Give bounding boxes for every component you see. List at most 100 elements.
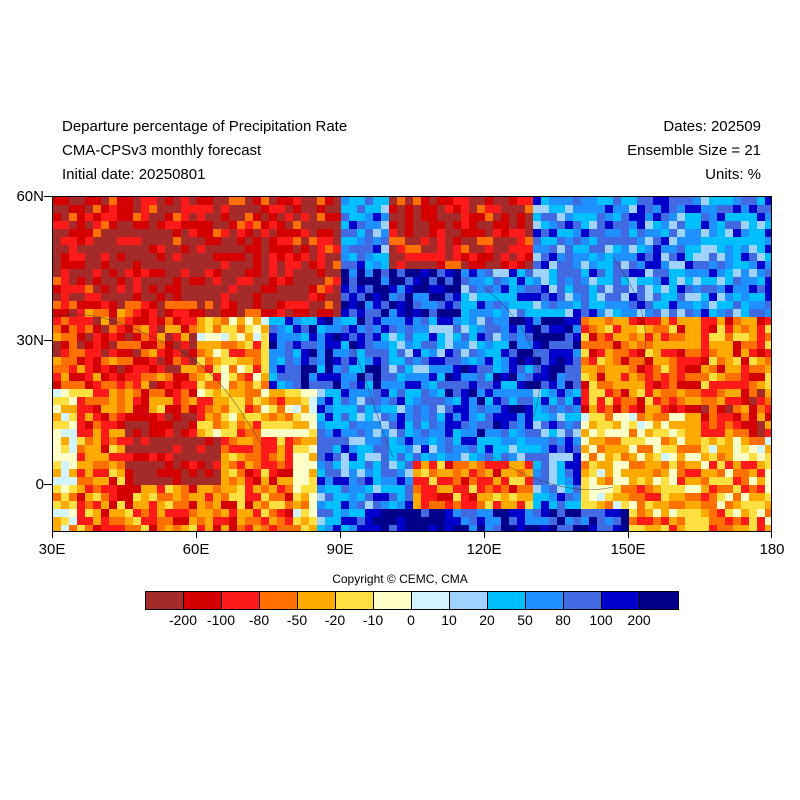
anomaly-cell xyxy=(685,501,694,510)
anomaly-cell xyxy=(493,293,502,302)
anomaly-cell xyxy=(749,365,758,374)
anomaly-cell xyxy=(501,429,510,438)
anomaly-cell xyxy=(405,325,414,334)
anomaly-cell xyxy=(173,501,182,510)
anomaly-cell xyxy=(197,485,206,494)
anomaly-cell xyxy=(677,437,686,446)
anomaly-cell xyxy=(205,461,214,470)
anomaly-cell xyxy=(557,293,566,302)
anomaly-cell xyxy=(165,477,174,486)
anomaly-cell xyxy=(165,253,174,262)
anomaly-cell xyxy=(349,197,358,206)
anomaly-cell xyxy=(149,213,158,222)
anomaly-cell xyxy=(405,429,414,438)
anomaly-cell xyxy=(589,421,598,430)
anomaly-cell xyxy=(325,285,334,294)
anomaly-cell xyxy=(85,389,94,398)
anomaly-cell xyxy=(317,461,326,470)
anomaly-cell xyxy=(461,445,470,454)
anomaly-cell xyxy=(701,453,710,462)
anomaly-cell xyxy=(549,389,558,398)
anomaly-cell xyxy=(189,493,198,502)
anomaly-cell xyxy=(109,493,118,502)
anomaly-cell xyxy=(621,381,630,390)
anomaly-cell xyxy=(293,509,302,518)
anomaly-cell xyxy=(109,333,118,342)
anomaly-cell xyxy=(277,445,286,454)
anomaly-cell xyxy=(429,253,438,262)
anomaly-cell xyxy=(253,525,262,531)
anomaly-cell xyxy=(645,325,654,334)
anomaly-cell xyxy=(629,341,638,350)
anomaly-cell xyxy=(525,381,534,390)
anomaly-cell xyxy=(229,325,238,334)
anomaly-cell xyxy=(365,253,374,262)
anomaly-cell xyxy=(517,509,526,518)
anomaly-cell xyxy=(573,365,582,374)
anomaly-cell xyxy=(245,269,254,278)
anomaly-cell xyxy=(165,197,174,206)
anomaly-cell xyxy=(157,261,166,270)
anomaly-cell xyxy=(317,221,326,230)
anomaly-cell xyxy=(397,269,406,278)
anomaly-cell xyxy=(293,229,302,238)
anomaly-cell xyxy=(309,229,318,238)
anomaly-cell xyxy=(229,221,238,230)
anomaly-cell xyxy=(285,405,294,414)
anomaly-cell xyxy=(349,389,358,398)
anomaly-cell xyxy=(685,389,694,398)
anomaly-cell xyxy=(693,429,702,438)
anomaly-cell xyxy=(709,469,718,478)
anomaly-cell xyxy=(437,373,446,382)
anomaly-cell xyxy=(765,485,771,494)
anomaly-cell xyxy=(93,381,102,390)
anomaly-cell xyxy=(93,253,102,262)
anomaly-cell xyxy=(589,357,598,366)
anomaly-cell xyxy=(285,341,294,350)
anomaly-cell xyxy=(573,221,582,230)
anomaly-cell xyxy=(693,357,702,366)
anomaly-cell xyxy=(653,445,662,454)
colorbar-swatch xyxy=(488,592,526,609)
anomaly-cell xyxy=(477,501,486,510)
anomaly-cell xyxy=(517,525,526,531)
anomaly-cell xyxy=(101,261,110,270)
anomaly-cell xyxy=(741,325,750,334)
anomaly-cell xyxy=(333,525,342,531)
anomaly-cell xyxy=(317,445,326,454)
anomaly-cell xyxy=(117,325,126,334)
anomaly-cell xyxy=(525,517,534,526)
anomaly-cell xyxy=(429,221,438,230)
anomaly-cell xyxy=(653,461,662,470)
anomaly-cell xyxy=(765,477,771,486)
anomaly-cell xyxy=(589,349,598,358)
anomaly-cell xyxy=(397,397,406,406)
anomaly-cell xyxy=(741,317,750,326)
anomaly-cell xyxy=(53,213,62,222)
anomaly-cell xyxy=(93,325,102,334)
anomaly-cell xyxy=(629,493,638,502)
anomaly-cell xyxy=(317,349,326,358)
anomaly-cell xyxy=(581,421,590,430)
anomaly-cell xyxy=(365,365,374,374)
anomaly-cell xyxy=(253,197,262,206)
anomaly-cell xyxy=(645,405,654,414)
anomaly-cell xyxy=(181,333,190,342)
anomaly-cell xyxy=(597,253,606,262)
anomaly-cell xyxy=(205,285,214,294)
anomaly-cell xyxy=(389,317,398,326)
anomaly-cell xyxy=(477,253,486,262)
anomaly-cell xyxy=(685,277,694,286)
anomaly-cell xyxy=(429,197,438,206)
anomaly-cell xyxy=(341,485,350,494)
anomaly-cell xyxy=(77,357,86,366)
anomaly-cell xyxy=(445,501,454,510)
anomaly-cell xyxy=(197,517,206,526)
anomaly-cell xyxy=(469,197,478,206)
anomaly-cell xyxy=(365,421,374,430)
anomaly-cell xyxy=(533,485,542,494)
anomaly-cell xyxy=(133,253,142,262)
anomaly-cell xyxy=(293,437,302,446)
ensemble-size: Ensemble Size = 21 xyxy=(627,142,761,159)
anomaly-cell xyxy=(189,437,198,446)
